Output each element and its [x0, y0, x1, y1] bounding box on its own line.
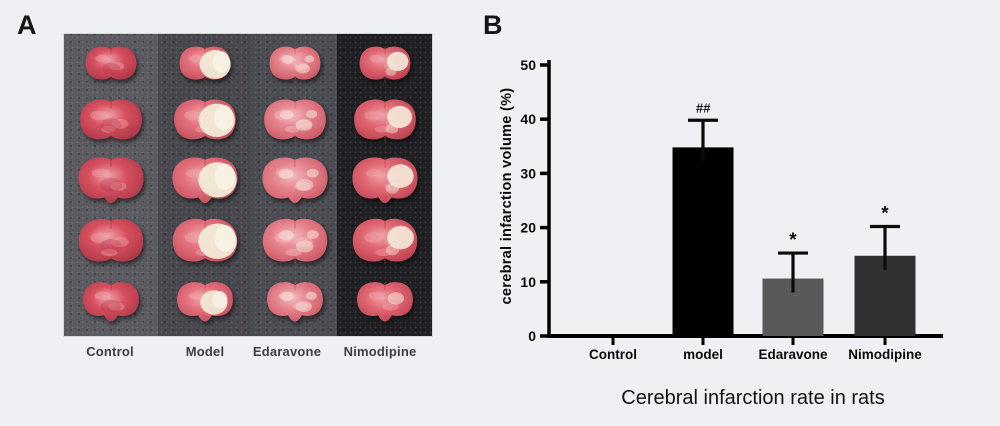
panel-b-label: B — [483, 10, 503, 40]
y-tick-label-30: 30 — [520, 165, 536, 181]
brain-slice-3-2 — [351, 157, 418, 204]
photo-column-edaravone — [252, 34, 337, 336]
brain-photo — [64, 34, 432, 336]
y-axis-title: cerebral infarction volume (%) — [499, 88, 515, 305]
brain-slice-0-3 — [78, 219, 144, 264]
brain-slice-0-1 — [80, 99, 142, 141]
photo-label-model: Model — [185, 344, 225, 359]
brain-slice-0-4 — [83, 281, 139, 322]
y-tick-label-0: 0 — [528, 328, 536, 344]
x-label-1: model — [683, 347, 723, 362]
annotation-2: * — [789, 230, 797, 251]
brain-slice-3-1 — [353, 99, 416, 141]
brain-slice-1-0 — [179, 46, 231, 83]
chart-caption: Cerebral infarction rate in rats — [621, 387, 885, 409]
photo-label-edaravone: Edaravone — [252, 344, 322, 359]
brain-slice-0-2 — [78, 157, 144, 204]
x-label-0: Control — [589, 347, 637, 362]
brain-slice-2-2 — [261, 157, 328, 204]
y-tick-label-50: 50 — [520, 57, 536, 73]
brain-slice-1-2 — [172, 157, 238, 204]
photo-column-control — [64, 34, 158, 336]
brain-slice-2-0 — [269, 46, 320, 83]
brain-slice-3-4 — [356, 281, 413, 322]
photo-labels: Control Model Edaravone Nimodipine — [64, 344, 432, 362]
annotation-1: ## — [696, 100, 711, 115]
brain-slice-0-0 — [85, 46, 137, 83]
x-label-3: Nimodipine — [848, 347, 922, 362]
photo-column-model — [158, 34, 252, 336]
panel-a-label: A — [17, 10, 37, 40]
brain-slice-2-4 — [266, 281, 323, 322]
photo-column-nimodipine — [337, 34, 432, 336]
y-tick-label-10: 10 — [520, 274, 536, 290]
bar-1 — [672, 147, 734, 336]
brain-slice-2-3 — [262, 219, 327, 264]
photo-label-nimodipine: Nimodipine — [343, 344, 417, 359]
y-tick-label-40: 40 — [520, 111, 536, 127]
brain-slice-3-3 — [352, 219, 417, 264]
photo-label-control: Control — [86, 344, 134, 359]
brain-slice-3-0 — [359, 46, 410, 83]
brain-slice-1-4 — [177, 281, 233, 322]
brain-slice-1-3 — [172, 219, 238, 264]
annotation-3: * — [881, 204, 889, 225]
brain-slice-1-1 — [174, 99, 236, 141]
y-tick-label-20: 20 — [520, 220, 536, 236]
x-label-2: Edaravone — [758, 347, 828, 362]
brain-slice-2-1 — [263, 99, 326, 141]
